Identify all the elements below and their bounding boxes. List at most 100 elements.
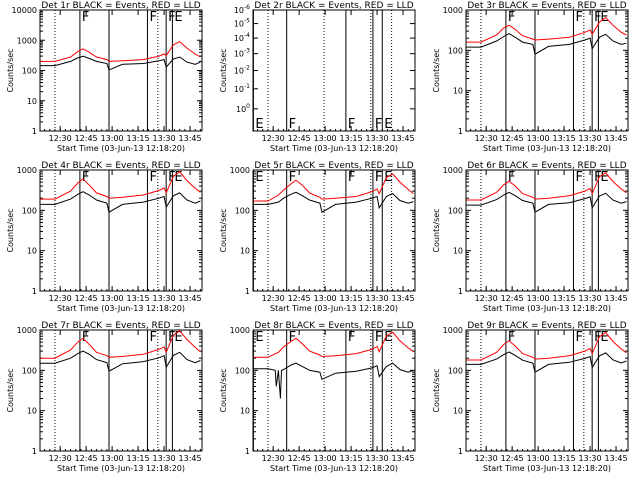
panel-det-2: Det 2r BLACK = Events, RED = LLD 100 10-1 1…: [219, 1, 416, 153]
x-tick-label: 12:45: [75, 134, 98, 143]
x-tick-label: 13:30: [579, 454, 602, 463]
y-tick-label: 10: [27, 97, 37, 106]
x-tick-label: 13:15: [340, 454, 363, 463]
plot-frame: [39, 9, 203, 132]
x-axis-label: Start Time (03-Jun-13 12:18:20): [270, 464, 398, 473]
panel-det-6: Det 6r BLACK = Events, RED = LLD 1 10 100 10…: [432, 161, 629, 313]
panel-det-5: Det 5r BLACK = Events, RED = LLD 1 10 100 10…: [219, 161, 416, 313]
chart-title: Det 2r BLACK = Events, RED = LLD: [254, 1, 413, 11]
series-line: [253, 362, 414, 399]
x-tick-label: 13:45: [179, 454, 202, 463]
plot-frame: [465, 9, 629, 132]
x-tick-label: 13:00: [101, 134, 124, 143]
y-tick-label: 10: [27, 407, 37, 416]
marker-label: E: [600, 10, 608, 25]
panel-det-7: Det 7r BLACK = Events, RED = LLD 1 10 100 10…: [6, 321, 203, 473]
marker-label: F: [82, 330, 89, 345]
y-tick-label: 1: [32, 127, 37, 136]
chart-title: Det 5r BLACK = Events, RED = LLD: [254, 161, 413, 171]
y-tick-label: 10-2: [234, 65, 250, 76]
series-line: [40, 330, 201, 359]
x-tick-label: 13:45: [605, 294, 628, 303]
x-tick-label: 13:15: [553, 294, 576, 303]
marker-label: F: [348, 170, 355, 185]
chart-title: Det 9r BLACK = Events, RED = LLD: [467, 321, 626, 331]
x-tick-label: 13:00: [314, 294, 337, 303]
plot-frame: [465, 169, 629, 292]
series-line: [40, 55, 201, 71]
y-axis-label: Counts/sec: [6, 368, 15, 412]
plot-frame: [39, 169, 203, 292]
series-line: [466, 331, 627, 361]
marker-label: F: [289, 117, 296, 132]
x-axis-label: Start Time (03-Jun-13 12:18:20): [270, 144, 398, 153]
marker-label: F: [575, 170, 582, 185]
marker-label: E: [384, 117, 392, 132]
chart-title: Det 7r BLACK = Events, RED = LLD: [41, 321, 200, 331]
marker-label: E: [600, 330, 608, 345]
series-line: [253, 331, 414, 358]
marker-label: F: [289, 330, 296, 345]
x-tick-label: 12:45: [75, 454, 98, 463]
x-tick-label: 12:45: [501, 294, 524, 303]
x-tick-label: 13:00: [314, 454, 337, 463]
x-tick-label: 13:45: [392, 454, 415, 463]
marker-label: E: [174, 10, 182, 25]
series-line: [466, 191, 627, 213]
x-tick-label: 13:30: [366, 454, 389, 463]
marker-label: F: [508, 330, 515, 345]
y-tick-label: 10-1: [234, 83, 250, 94]
x-tick-label: 12:30: [262, 134, 285, 143]
series-line: [466, 16, 627, 43]
x-tick-label: 13:30: [153, 454, 176, 463]
y-tick-label: 1: [458, 447, 463, 456]
y-tick-label: 1: [245, 447, 250, 456]
x-axis-label: Start Time (03-Jun-13 12:18:20): [57, 144, 185, 153]
chart-title: Det 6r BLACK = Events, RED = LLD: [467, 161, 626, 171]
chart-title: Det 1r BLACK = Events, RED = LLD: [41, 1, 200, 11]
y-tick-label: 1000: [17, 166, 37, 175]
marker-label: F: [348, 117, 355, 132]
panel-det-1: Det 1r BLACK = Events, RED = LLD 1 10 100 10…: [6, 1, 203, 153]
y-tick-label: 1: [32, 287, 37, 296]
x-axis-label: Start Time (03-Jun-13 12:18:20): [57, 464, 185, 473]
x-axis-label: Start Time (03-Jun-13 12:18:20): [483, 464, 611, 473]
x-tick-label: 13:45: [179, 134, 202, 143]
y-tick-label: 1000: [17, 36, 37, 45]
y-axis-label: Counts/sec: [219, 48, 228, 92]
x-tick-label: 13:15: [127, 454, 150, 463]
x-tick-label: 13:00: [101, 294, 124, 303]
x-tick-label: 12:45: [288, 134, 311, 143]
x-tick-label: 13:45: [605, 134, 628, 143]
marker-label: E: [600, 170, 608, 185]
x-tick-label: 13:45: [605, 454, 628, 463]
panel-det-3: Det 3r BLACK = Events, RED = LLD 1 10 100 10…: [432, 1, 629, 153]
marker-label: E: [255, 330, 263, 345]
x-tick-label: 13:30: [579, 134, 602, 143]
x-tick-label: 13:30: [366, 134, 389, 143]
y-tick-label: 1000: [443, 326, 463, 335]
y-tick-label: 10: [453, 247, 463, 256]
series-line: [40, 350, 201, 372]
panel-det-4: Det 4r BLACK = Events, RED = LLD 1 10 100 10…: [6, 161, 203, 313]
plot-frame: [39, 329, 203, 452]
x-tick-label: 13:15: [553, 454, 576, 463]
y-axis-label: Counts/sec: [6, 48, 15, 92]
panel-det-9: Det 9r BLACK = Events, RED = LLD 1 10 100 10…: [432, 321, 629, 473]
series-line: [40, 171, 201, 200]
x-tick-label: 12:30: [262, 454, 285, 463]
y-tick-label: 100: [448, 206, 463, 215]
marker-label: F: [508, 170, 515, 185]
plot-frame: [252, 9, 416, 132]
marker-label: F: [508, 10, 515, 25]
y-tick-label: 100: [22, 67, 37, 76]
series-line: [253, 191, 414, 213]
y-axis-label: Counts/sec: [6, 208, 15, 252]
marker-label: E: [384, 170, 392, 185]
y-tick-label: 1000: [230, 166, 250, 175]
y-axis-label: Counts/sec: [432, 208, 441, 252]
y-tick-label: 100: [235, 206, 250, 215]
marker-label: F: [82, 10, 89, 25]
x-tick-label: 12:45: [75, 294, 98, 303]
